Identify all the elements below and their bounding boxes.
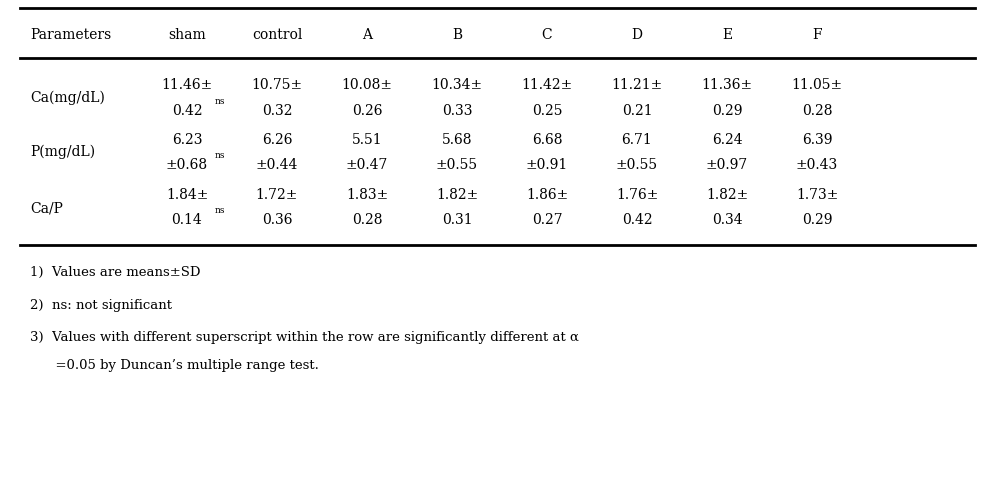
Text: 11.46±: 11.46± (161, 78, 213, 92)
Text: ±0.44: ±0.44 (256, 158, 298, 172)
Text: 0.28: 0.28 (802, 104, 832, 118)
Text: Parameters: Parameters (30, 28, 111, 42)
Text: 6.26: 6.26 (262, 133, 292, 147)
Text: ±0.91: ±0.91 (526, 158, 568, 172)
Text: 11.21±: 11.21± (611, 78, 663, 92)
Text: 11.05±: 11.05± (791, 78, 843, 92)
Text: 11.42±: 11.42± (521, 78, 573, 92)
Text: 0.32: 0.32 (262, 104, 292, 118)
Text: 6.68: 6.68 (532, 133, 562, 147)
Text: 0.33: 0.33 (442, 104, 472, 118)
Text: 0.21: 0.21 (622, 104, 652, 118)
Text: ns: ns (215, 206, 226, 215)
Text: ±0.43: ±0.43 (796, 158, 838, 172)
Text: ±0.55: ±0.55 (616, 158, 658, 172)
Text: D: D (632, 28, 642, 42)
Text: C: C (542, 28, 552, 42)
Text: 10.75±: 10.75± (251, 78, 303, 92)
Text: 0.42: 0.42 (622, 213, 652, 227)
Text: 0.26: 0.26 (352, 104, 382, 118)
Text: 3)  Values with different superscript within the row are significantly different: 3) Values with different superscript wit… (30, 330, 579, 344)
Text: 1.86±: 1.86± (526, 188, 568, 202)
Text: 0.25: 0.25 (532, 104, 562, 118)
Text: 0.29: 0.29 (802, 213, 832, 227)
Text: ±0.68: ±0.68 (166, 158, 208, 172)
Text: 6.23: 6.23 (172, 133, 202, 147)
Text: 1.84±: 1.84± (166, 188, 208, 202)
Text: 0.28: 0.28 (352, 213, 382, 227)
Text: sham: sham (168, 28, 206, 42)
Text: control: control (252, 28, 302, 42)
Text: ±0.55: ±0.55 (436, 158, 478, 172)
Text: 5.51: 5.51 (352, 133, 382, 147)
Text: 0.31: 0.31 (442, 213, 472, 227)
Text: ns: ns (215, 151, 226, 160)
Text: 1.72±: 1.72± (256, 188, 298, 202)
Text: 0.29: 0.29 (712, 104, 742, 118)
Text: 0.14: 0.14 (172, 213, 202, 227)
Text: ±0.47: ±0.47 (346, 158, 388, 172)
Text: 0.34: 0.34 (712, 213, 742, 227)
Text: A: A (362, 28, 372, 42)
Text: 0.42: 0.42 (172, 104, 202, 118)
Text: 10.34±: 10.34± (431, 78, 483, 92)
Text: 0.27: 0.27 (532, 213, 562, 227)
Text: Ca/P: Ca/P (30, 201, 63, 215)
Text: F: F (812, 28, 822, 42)
Text: 1.82±: 1.82± (706, 188, 748, 202)
Text: ±0.97: ±0.97 (706, 158, 748, 172)
Text: =0.05 by Duncan’s multiple range test.: =0.05 by Duncan’s multiple range test. (30, 359, 319, 371)
Text: 5.68: 5.68 (442, 133, 472, 147)
Text: 10.08±: 10.08± (342, 78, 392, 92)
Text: 0.36: 0.36 (262, 213, 292, 227)
Text: 1.82±: 1.82± (436, 188, 478, 202)
Text: P(mg/dL): P(mg/dL) (30, 145, 95, 159)
Text: 1.73±: 1.73± (796, 188, 838, 202)
Text: B: B (452, 28, 462, 42)
Text: ns: ns (215, 97, 226, 106)
Text: 1)  Values are means±SD: 1) Values are means±SD (30, 265, 200, 278)
Text: 1.83±: 1.83± (346, 188, 388, 202)
Text: E: E (722, 28, 732, 42)
Text: Ca(mg/dL): Ca(mg/dL) (30, 91, 105, 105)
Text: 6.39: 6.39 (802, 133, 832, 147)
Text: 1.76±: 1.76± (616, 188, 658, 202)
Text: 2)  ns: not significant: 2) ns: not significant (30, 298, 172, 312)
Text: 6.24: 6.24 (712, 133, 742, 147)
Text: 11.36±: 11.36± (701, 78, 753, 92)
Text: 6.71: 6.71 (622, 133, 652, 147)
